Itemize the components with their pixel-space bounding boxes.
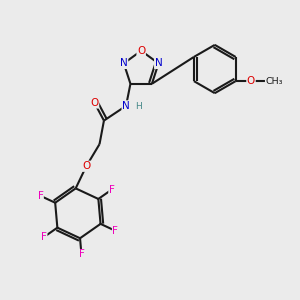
- Text: O: O: [247, 76, 255, 86]
- Text: N: N: [122, 101, 130, 111]
- Text: CH₃: CH₃: [265, 76, 283, 85]
- Text: O: O: [90, 98, 99, 108]
- Text: F: F: [38, 191, 44, 201]
- Text: N: N: [120, 58, 128, 68]
- Text: N: N: [155, 58, 162, 68]
- Text: F: F: [79, 249, 84, 260]
- Text: O: O: [137, 46, 145, 56]
- Text: H: H: [135, 102, 142, 111]
- Text: O: O: [82, 161, 90, 171]
- Text: F: F: [109, 185, 115, 195]
- Text: F: F: [112, 226, 118, 236]
- Text: F: F: [41, 232, 47, 242]
